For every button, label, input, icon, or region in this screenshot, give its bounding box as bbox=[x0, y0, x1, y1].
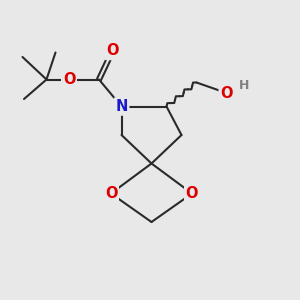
Text: O: O bbox=[105, 186, 117, 201]
Text: H: H bbox=[239, 79, 250, 92]
Text: O: O bbox=[220, 85, 233, 100]
Text: O: O bbox=[106, 44, 119, 59]
Text: N: N bbox=[115, 99, 128, 114]
Text: O: O bbox=[186, 186, 198, 201]
Text: O: O bbox=[63, 72, 75, 87]
